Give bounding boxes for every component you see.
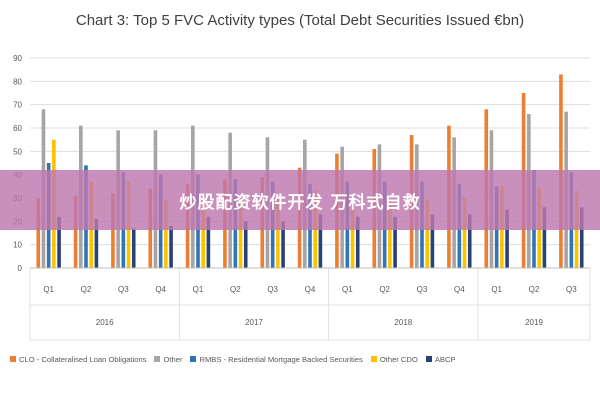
legend-item: ABCP xyxy=(425,354,456,364)
bar xyxy=(467,214,472,268)
legend-label: RMBS - Residential Mortgage Backed Secur… xyxy=(199,354,363,364)
bar xyxy=(111,193,115,268)
bar xyxy=(131,228,136,268)
x-tick-label: Q2 xyxy=(230,285,241,294)
x-tick-label: Q2 xyxy=(81,285,92,294)
x-tick-label: Q4 xyxy=(305,285,316,294)
bar xyxy=(73,195,78,268)
bar xyxy=(505,209,509,268)
chart-legend: CLO - Collateralised Loan Obligations Oth… xyxy=(10,352,595,366)
x-tick-label: Q4 xyxy=(155,285,166,294)
legend-label: Other CDO xyxy=(379,354,418,364)
y-tick-label: 0 xyxy=(18,264,23,273)
legend-label: Other xyxy=(163,354,183,364)
bar xyxy=(579,207,584,268)
bar xyxy=(388,200,392,268)
overlay-banner: 炒股配资软件开发 万科式自救 xyxy=(0,170,600,230)
x-tick-label: Q2 xyxy=(379,285,390,294)
bar xyxy=(350,200,355,268)
x-tick-label: Q4 xyxy=(454,285,465,294)
bar xyxy=(164,200,168,268)
x-group-label: 2017 xyxy=(245,318,263,327)
bar xyxy=(355,216,360,268)
x-tick-label: Q1 xyxy=(491,285,502,294)
y-tick-label: 70 xyxy=(13,101,22,110)
overlay-banner-text: 炒股配资软件开发 万科式自救 xyxy=(179,192,421,213)
legend-label: CLO - Collateralised Loan Obligations xyxy=(19,354,147,364)
legend-item: RMBS - Residential Mortgage Backed Secur… xyxy=(190,354,363,364)
bar xyxy=(206,216,211,268)
legend-item: Other xyxy=(154,355,182,364)
x-group-label: 2016 xyxy=(96,318,114,327)
x-group-label: 2018 xyxy=(394,318,412,327)
y-tick-label: 80 xyxy=(13,77,22,86)
bar xyxy=(281,221,285,268)
y-tick-label: 10 xyxy=(13,241,22,250)
bar xyxy=(276,198,280,268)
legend-swatch xyxy=(370,356,377,362)
y-tick-label: 90 xyxy=(13,54,22,63)
bar xyxy=(201,200,205,268)
bar xyxy=(425,200,429,268)
legend-item: Other CDO xyxy=(370,354,418,364)
bar xyxy=(94,219,99,268)
bar xyxy=(243,221,248,268)
legend-item: CLO - Collateralised Loan Obligations xyxy=(10,355,146,364)
x-tick-label: Q1 xyxy=(43,285,54,294)
x-tick-label: Q3 xyxy=(118,285,129,294)
chart-title: Chart 3: Top 5 FVC Activity types (Total… xyxy=(75,12,525,29)
x-tick-label: Q2 xyxy=(529,285,540,294)
y-tick-label: 50 xyxy=(13,147,22,156)
legend-swatch xyxy=(190,356,197,362)
x-tick-label: Q3 xyxy=(267,285,278,294)
bar xyxy=(57,216,61,268)
bar xyxy=(393,216,397,268)
bar xyxy=(462,198,467,268)
x-group-label: 2019 xyxy=(525,318,543,327)
x-tick-label: Q1 xyxy=(193,285,204,294)
bar xyxy=(36,198,41,268)
x-tick-label: Q1 xyxy=(342,285,353,294)
bar xyxy=(169,226,173,268)
legend-swatch xyxy=(10,356,16,362)
x-tick-label: Q3 xyxy=(566,285,577,294)
bar xyxy=(430,214,435,268)
x-tick-label: Q3 xyxy=(417,285,428,294)
bar xyxy=(238,198,243,268)
legend-swatch xyxy=(154,356,161,362)
bar xyxy=(318,214,323,268)
bar xyxy=(542,207,547,268)
legend-swatch xyxy=(425,356,432,362)
y-tick-label: 60 xyxy=(13,124,22,133)
legend-label: ABCP xyxy=(434,354,456,364)
